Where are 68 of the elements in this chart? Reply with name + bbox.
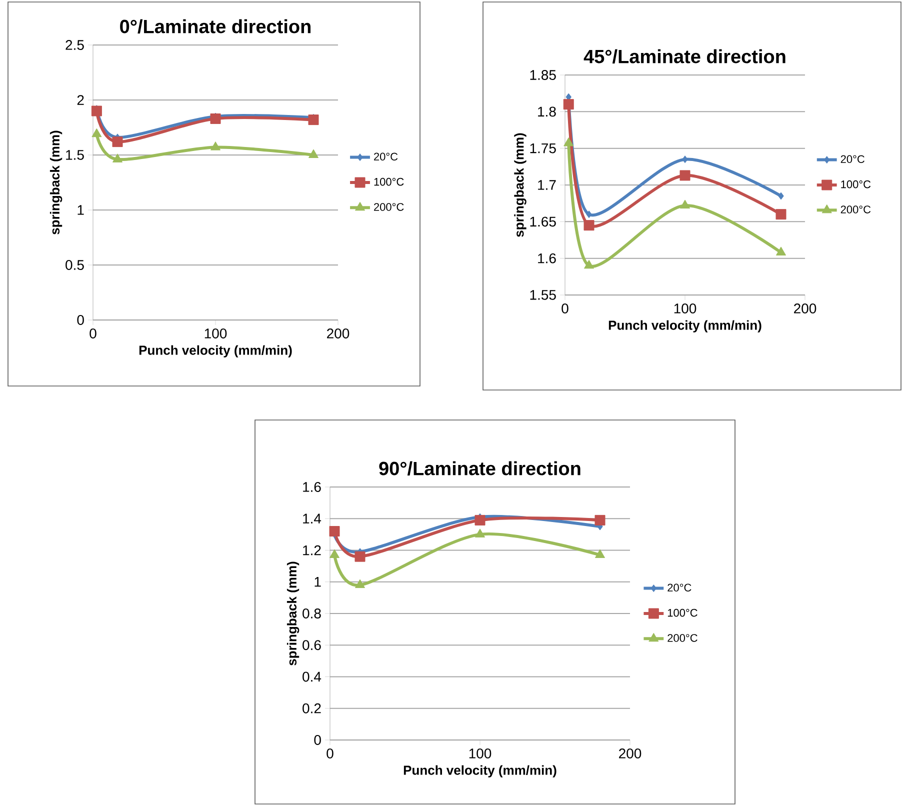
y-tick-label: 1.55 (530, 290, 556, 300)
x-tick-label: 0 (326, 748, 334, 758)
x-tick-label: 0 (90, 328, 96, 338)
point (584, 260, 594, 269)
chart-title: 0°/Laminate direction (120, 19, 310, 34)
legend-label: 200°C (374, 203, 404, 211)
y-axis-title: springback (mm) (514, 133, 526, 237)
point (329, 526, 340, 537)
point (563, 99, 574, 110)
legend-label: 20°C (374, 152, 398, 161)
legend-label: 100°C (374, 178, 404, 186)
y-tick-label: 0.8 (302, 608, 321, 618)
y-tick-label: 0 (314, 735, 321, 745)
x-tick-label: 200 (327, 328, 350, 338)
y-axis-title: springback (mm) (50, 130, 62, 234)
x-axis-title: Punch velocity (mm/min) (404, 765, 556, 778)
y-tick-label: 1.75 (530, 143, 556, 154)
point (594, 514, 606, 526)
y-tick-label: 1.4 (303, 514, 322, 524)
x-tick-label: 0 (562, 304, 568, 314)
y-tick-label: 1.7 (538, 180, 556, 190)
legend-label: 20°C (840, 155, 864, 164)
y-tick-label: 2 (77, 95, 84, 105)
point (354, 579, 366, 588)
legend-label: 100°C (668, 608, 698, 617)
legend-label: 20°C (668, 584, 692, 592)
y-tick-label: 1.6 (303, 482, 321, 492)
point (776, 246, 786, 256)
x-tick-label: 100 (469, 748, 492, 758)
point (778, 192, 784, 200)
y-axis-title: springback (mm) (286, 562, 300, 666)
point (329, 549, 340, 558)
point (354, 551, 366, 562)
y-tick-label: 0.5 (66, 260, 84, 270)
chart-title: 45°/Laminate direction (584, 49, 786, 64)
y-tick-label: 1.8 (538, 106, 556, 117)
point (594, 549, 606, 558)
point (680, 170, 690, 181)
point (474, 514, 486, 526)
x-tick-label: 200 (619, 748, 642, 758)
y-tick-label: 1.6 (538, 253, 556, 264)
point (680, 200, 690, 209)
y-tick-label: 0 (77, 315, 84, 325)
x-tick-label: 100 (204, 328, 227, 338)
y-tick-label: 0.4 (302, 672, 322, 682)
x-tick-label: 200 (794, 304, 816, 314)
point (584, 220, 594, 231)
legend-label: 100°C (841, 180, 871, 188)
x-axis-title: Punch velocity (mm/min) (608, 320, 762, 332)
point (474, 528, 486, 538)
x-tick-label: 100 (674, 304, 696, 314)
point (776, 209, 786, 220)
chart-title: 90°/Laminate direction (379, 461, 580, 476)
y-tick-label: 1 (78, 205, 84, 215)
legend-label: 200°C (668, 634, 698, 642)
y-tick-label: 0.2 (302, 703, 321, 714)
legend-label: 200°C (840, 206, 871, 214)
y-tick-label: 2.5 (66, 40, 84, 50)
y-tick-label: 1 (314, 577, 321, 587)
y-tick-label: 0.6 (302, 640, 321, 650)
y-tick-label: 1.2 (303, 545, 321, 556)
y-tick-label: 1.5 (66, 150, 84, 160)
x-axis-title: Punch velocity (mm/min) (139, 345, 292, 358)
y-tick-label: 1.85 (530, 70, 556, 80)
point (586, 210, 592, 218)
y-tick-label: 1.65 (530, 216, 556, 227)
point (682, 156, 688, 164)
point (564, 137, 574, 146)
